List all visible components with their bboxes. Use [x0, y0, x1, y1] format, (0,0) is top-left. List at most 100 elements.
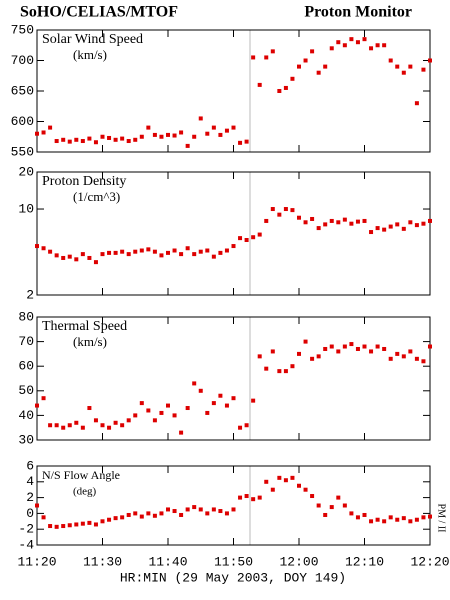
point [139, 401, 144, 406]
point [428, 58, 432, 63]
point [408, 519, 413, 524]
point [342, 217, 347, 222]
point [290, 475, 295, 480]
point [74, 522, 79, 527]
point [133, 413, 138, 418]
point [290, 364, 295, 369]
point [303, 58, 308, 63]
point [238, 140, 243, 145]
point [179, 430, 184, 435]
point [421, 67, 426, 72]
panel-unit: (1/cm^3) [73, 189, 120, 204]
point [375, 43, 380, 48]
point [283, 207, 288, 212]
point [362, 37, 367, 42]
point [48, 423, 53, 428]
point [362, 344, 367, 349]
point [67, 139, 72, 144]
point [238, 425, 243, 430]
point [41, 515, 46, 520]
point [244, 494, 249, 499]
x-tick-label: 12:20 [410, 554, 449, 569]
y-tick-label: 50 [18, 383, 34, 398]
y-tick-label: 2 [26, 490, 34, 505]
point [87, 136, 92, 141]
point [369, 230, 374, 235]
point [375, 344, 380, 349]
point [54, 524, 59, 529]
point [238, 236, 243, 241]
point [244, 139, 249, 144]
point [205, 131, 210, 136]
y-tick-label: 6 [26, 458, 34, 473]
point [185, 143, 190, 148]
point [61, 425, 66, 430]
panel-unit: (km/s) [73, 47, 107, 62]
y-tick-label: -2 [18, 522, 34, 537]
point [146, 408, 151, 413]
x-tick-label: 12:10 [345, 554, 384, 569]
point [290, 208, 295, 213]
point [251, 497, 256, 502]
point [87, 406, 92, 411]
y-tick-label: 0 [26, 506, 34, 521]
point [107, 517, 112, 522]
point [172, 248, 177, 253]
point [48, 524, 53, 529]
point [421, 359, 426, 364]
point [205, 248, 210, 253]
point [133, 137, 138, 142]
point [310, 216, 315, 221]
point [113, 420, 118, 425]
point [146, 125, 151, 130]
point [336, 495, 341, 500]
point [369, 46, 374, 51]
point [388, 58, 393, 63]
point [107, 135, 112, 140]
point [257, 354, 262, 359]
point [100, 252, 105, 257]
y-tick-label: 80 [18, 309, 34, 324]
point [179, 512, 184, 517]
point [297, 64, 301, 69]
point [310, 356, 315, 361]
point [382, 227, 387, 232]
point [428, 514, 432, 519]
x-tick-label: 11:30 [83, 554, 122, 569]
panel-label: Thermal Speed [42, 319, 127, 334]
point [146, 247, 151, 252]
point [67, 523, 72, 528]
point [231, 507, 236, 512]
point [382, 346, 387, 351]
point [74, 420, 79, 425]
point [159, 134, 164, 139]
point [323, 222, 328, 227]
point [172, 413, 177, 418]
y-tick-label: 2 [26, 287, 34, 302]
point [205, 511, 210, 516]
point [251, 398, 256, 403]
point [198, 249, 203, 254]
point [80, 425, 85, 430]
point [93, 260, 98, 265]
x-axis-label: HR:MIN (29 May 2003, DOY 149) [120, 570, 346, 585]
point [54, 139, 59, 144]
point [139, 134, 144, 139]
point [120, 515, 125, 520]
point [388, 224, 393, 229]
point [323, 512, 328, 517]
x-tick-label: 11:50 [214, 554, 253, 569]
point [303, 487, 308, 492]
point [80, 252, 85, 257]
point [355, 346, 360, 351]
point [297, 351, 301, 356]
point [67, 423, 72, 428]
point [316, 503, 321, 508]
y-tick-label: 70 [18, 334, 34, 349]
point [139, 248, 144, 253]
point [414, 101, 419, 106]
point [329, 505, 334, 510]
point [264, 218, 269, 223]
point [152, 132, 157, 137]
point [336, 220, 341, 225]
